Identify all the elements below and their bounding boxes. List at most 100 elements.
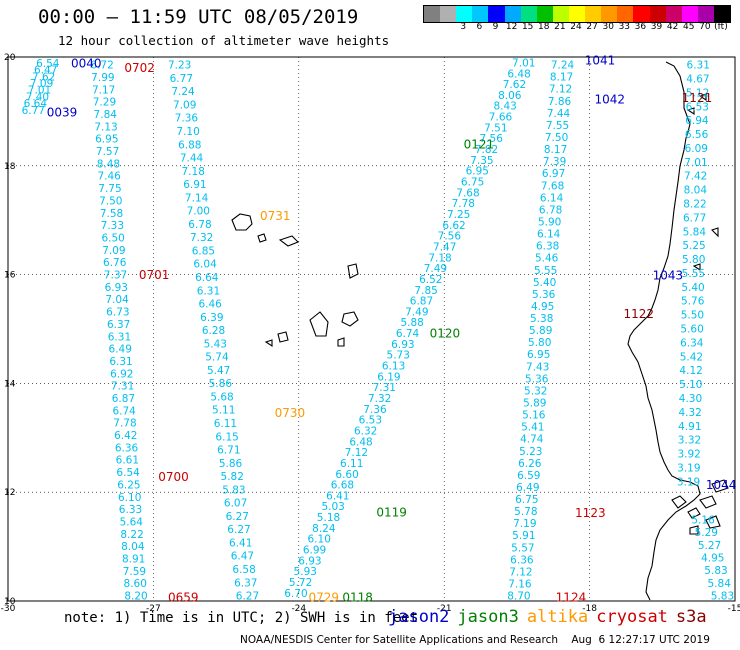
page-subtitle: 12 hour collection of altimeter wave hei… <box>58 33 390 48</box>
pass-time-label: 0039 <box>47 105 78 119</box>
swh-value-label: 5.36 <box>525 373 549 385</box>
swh-value-label: 7.18 <box>428 252 451 264</box>
color-swatch <box>456 6 473 22</box>
swh-value-label: 7.39 <box>543 156 566 168</box>
swh-value-label: 5.78 <box>514 506 537 518</box>
legend-s3a: s3a <box>675 607 707 627</box>
lat-tick-label: 16 <box>4 271 16 281</box>
swh-value-label: 7.19 <box>513 518 536 530</box>
swh-value-label: 6.10 <box>118 492 141 504</box>
swh-value-label: 6.31 <box>108 331 131 343</box>
swh-value-label: 5.55 <box>534 265 557 277</box>
swh-value-label: 5.03 <box>321 501 344 513</box>
swh-value-label: 8.22 <box>683 199 706 211</box>
swh-value-label: 6.73 <box>106 307 129 319</box>
swh-value-label: 5.86 <box>219 458 243 470</box>
swh-value-label: 5.18 <box>317 512 340 524</box>
color-scale-bar <box>423 5 731 23</box>
swh-value-label: 6.88 <box>178 139 201 151</box>
swh-value-label: 8.04 <box>121 541 145 553</box>
swh-value-label: 7.68 <box>456 187 479 199</box>
swh-value-label: 7.12 <box>345 447 368 459</box>
color-scale-tick: 21 <box>554 22 566 32</box>
swh-value-label: 4.67 <box>686 74 709 86</box>
lon-tick-label: -27 <box>146 604 161 614</box>
swh-value-label: 6.48 <box>507 68 530 80</box>
swh-value-label: 5.23 <box>519 446 542 458</box>
swh-value-label: 6.19 <box>377 371 400 383</box>
swh-value-label: 7.42 <box>684 171 707 183</box>
swh-value-label: 6.77 <box>22 105 45 117</box>
swh-value-label: 4.74 <box>520 434 544 446</box>
swh-value-label: 6.93 <box>105 282 128 294</box>
color-scale-tick: 27 <box>586 22 598 32</box>
swh-value-label: 6.75 <box>515 494 538 506</box>
swh-value-label: 7.58 <box>100 208 123 220</box>
swh-value-label: 7.47 <box>433 241 456 253</box>
lon-tick-label: -24 <box>291 604 306 614</box>
color-swatch <box>536 6 553 22</box>
swh-value-label: 6.93 <box>298 555 321 567</box>
swh-value-label: 6.70 <box>284 588 307 600</box>
swh-value-label: 8.24 <box>312 523 336 535</box>
swh-value-label: 5.91 <box>512 530 535 542</box>
color-scale-tick: 42 <box>666 22 679 32</box>
legend-jason2: jason2 <box>388 607 450 627</box>
pass-time-label: 1122 <box>624 307 655 321</box>
swh-value-label: 7.49 <box>405 306 428 318</box>
swh-value-label: 7.16 <box>508 578 532 590</box>
swh-value-label: 7.44 <box>547 108 571 120</box>
pass-time-label: 1044 <box>706 478 737 492</box>
island-santo-antao <box>231 213 253 231</box>
color-scale-tick: 18 <box>538 22 550 32</box>
swh-value-label: 5.83 <box>711 591 734 603</box>
swh-value-label: 7.36 <box>363 404 387 416</box>
swh-value-label: 6.09 <box>685 143 708 155</box>
map-grid <box>7 56 736 602</box>
swh-value-label: 6.87 <box>112 393 135 405</box>
swh-value-label: 5.57 <box>511 542 534 554</box>
swh-value-label: 5.72 <box>289 577 312 589</box>
swh-value-label: 7.62 <box>32 71 55 83</box>
swh-value-label: 7.24 <box>171 86 195 98</box>
swh-value-label: 7.04 <box>105 294 129 306</box>
swh-value-label: 6.95 <box>466 166 489 178</box>
swh-value-label: 6.33 <box>119 504 142 516</box>
swh-value-label: 7.50 <box>99 195 122 207</box>
swh-value-label: 7.09 <box>173 99 196 111</box>
swh-value-label: 6.27 <box>227 524 250 536</box>
swh-value-label: 6.78 <box>188 219 211 231</box>
swh-value-label: 7.56 <box>480 133 504 145</box>
color-scale-tick: 24 <box>570 22 582 32</box>
swh-value-label: 6.04 <box>193 259 217 271</box>
swh-value-label: 6.72 <box>90 60 113 72</box>
swh-value-label: 5.12 <box>686 87 709 99</box>
swh-value-label: 6.10 <box>308 534 331 546</box>
color-swatch <box>601 6 618 22</box>
swh-value-label: 6.31 <box>687 60 710 72</box>
swh-value-label: 6.37 <box>107 319 130 331</box>
swh-value-label: 7.55 <box>546 120 569 132</box>
swh-value-label: 8.60 <box>124 578 147 590</box>
page-title: 00:00 – 11:59 UTC 08/05/2019 <box>38 6 359 28</box>
swh-value-label: 6.61 <box>116 455 139 467</box>
swh-value-label: 5.40 <box>533 277 556 289</box>
swh-value-label: 7.46 <box>97 171 121 183</box>
color-swatch <box>520 6 537 22</box>
swh-value-label: 5.11 <box>212 405 235 417</box>
swh-value-label: 4.95 <box>531 301 554 313</box>
swh-value-label: 6.87 <box>410 296 433 308</box>
swh-value-label: 6.92 <box>110 368 133 380</box>
swh-value-label: 6.28 <box>202 325 225 337</box>
swh-value-label: 7.40 <box>26 91 49 103</box>
swh-value-label: 6.38 <box>536 241 559 253</box>
swh-value-label: 6.39 <box>200 312 223 324</box>
note-text: note: 1) Time is in UTC; 2) SWH is in fe… <box>64 610 419 626</box>
swh-value-label: 8.06 <box>498 90 522 102</box>
swh-value-label: 7.12 <box>509 566 532 578</box>
swh-value-label: 5.41 <box>521 422 544 434</box>
swh-value-label: 5.88 <box>400 317 423 329</box>
swh-value-label: 8.17 <box>550 72 573 84</box>
swh-value-label: 7.13 <box>94 121 117 133</box>
color-scale-tick: 12 <box>505 22 518 32</box>
